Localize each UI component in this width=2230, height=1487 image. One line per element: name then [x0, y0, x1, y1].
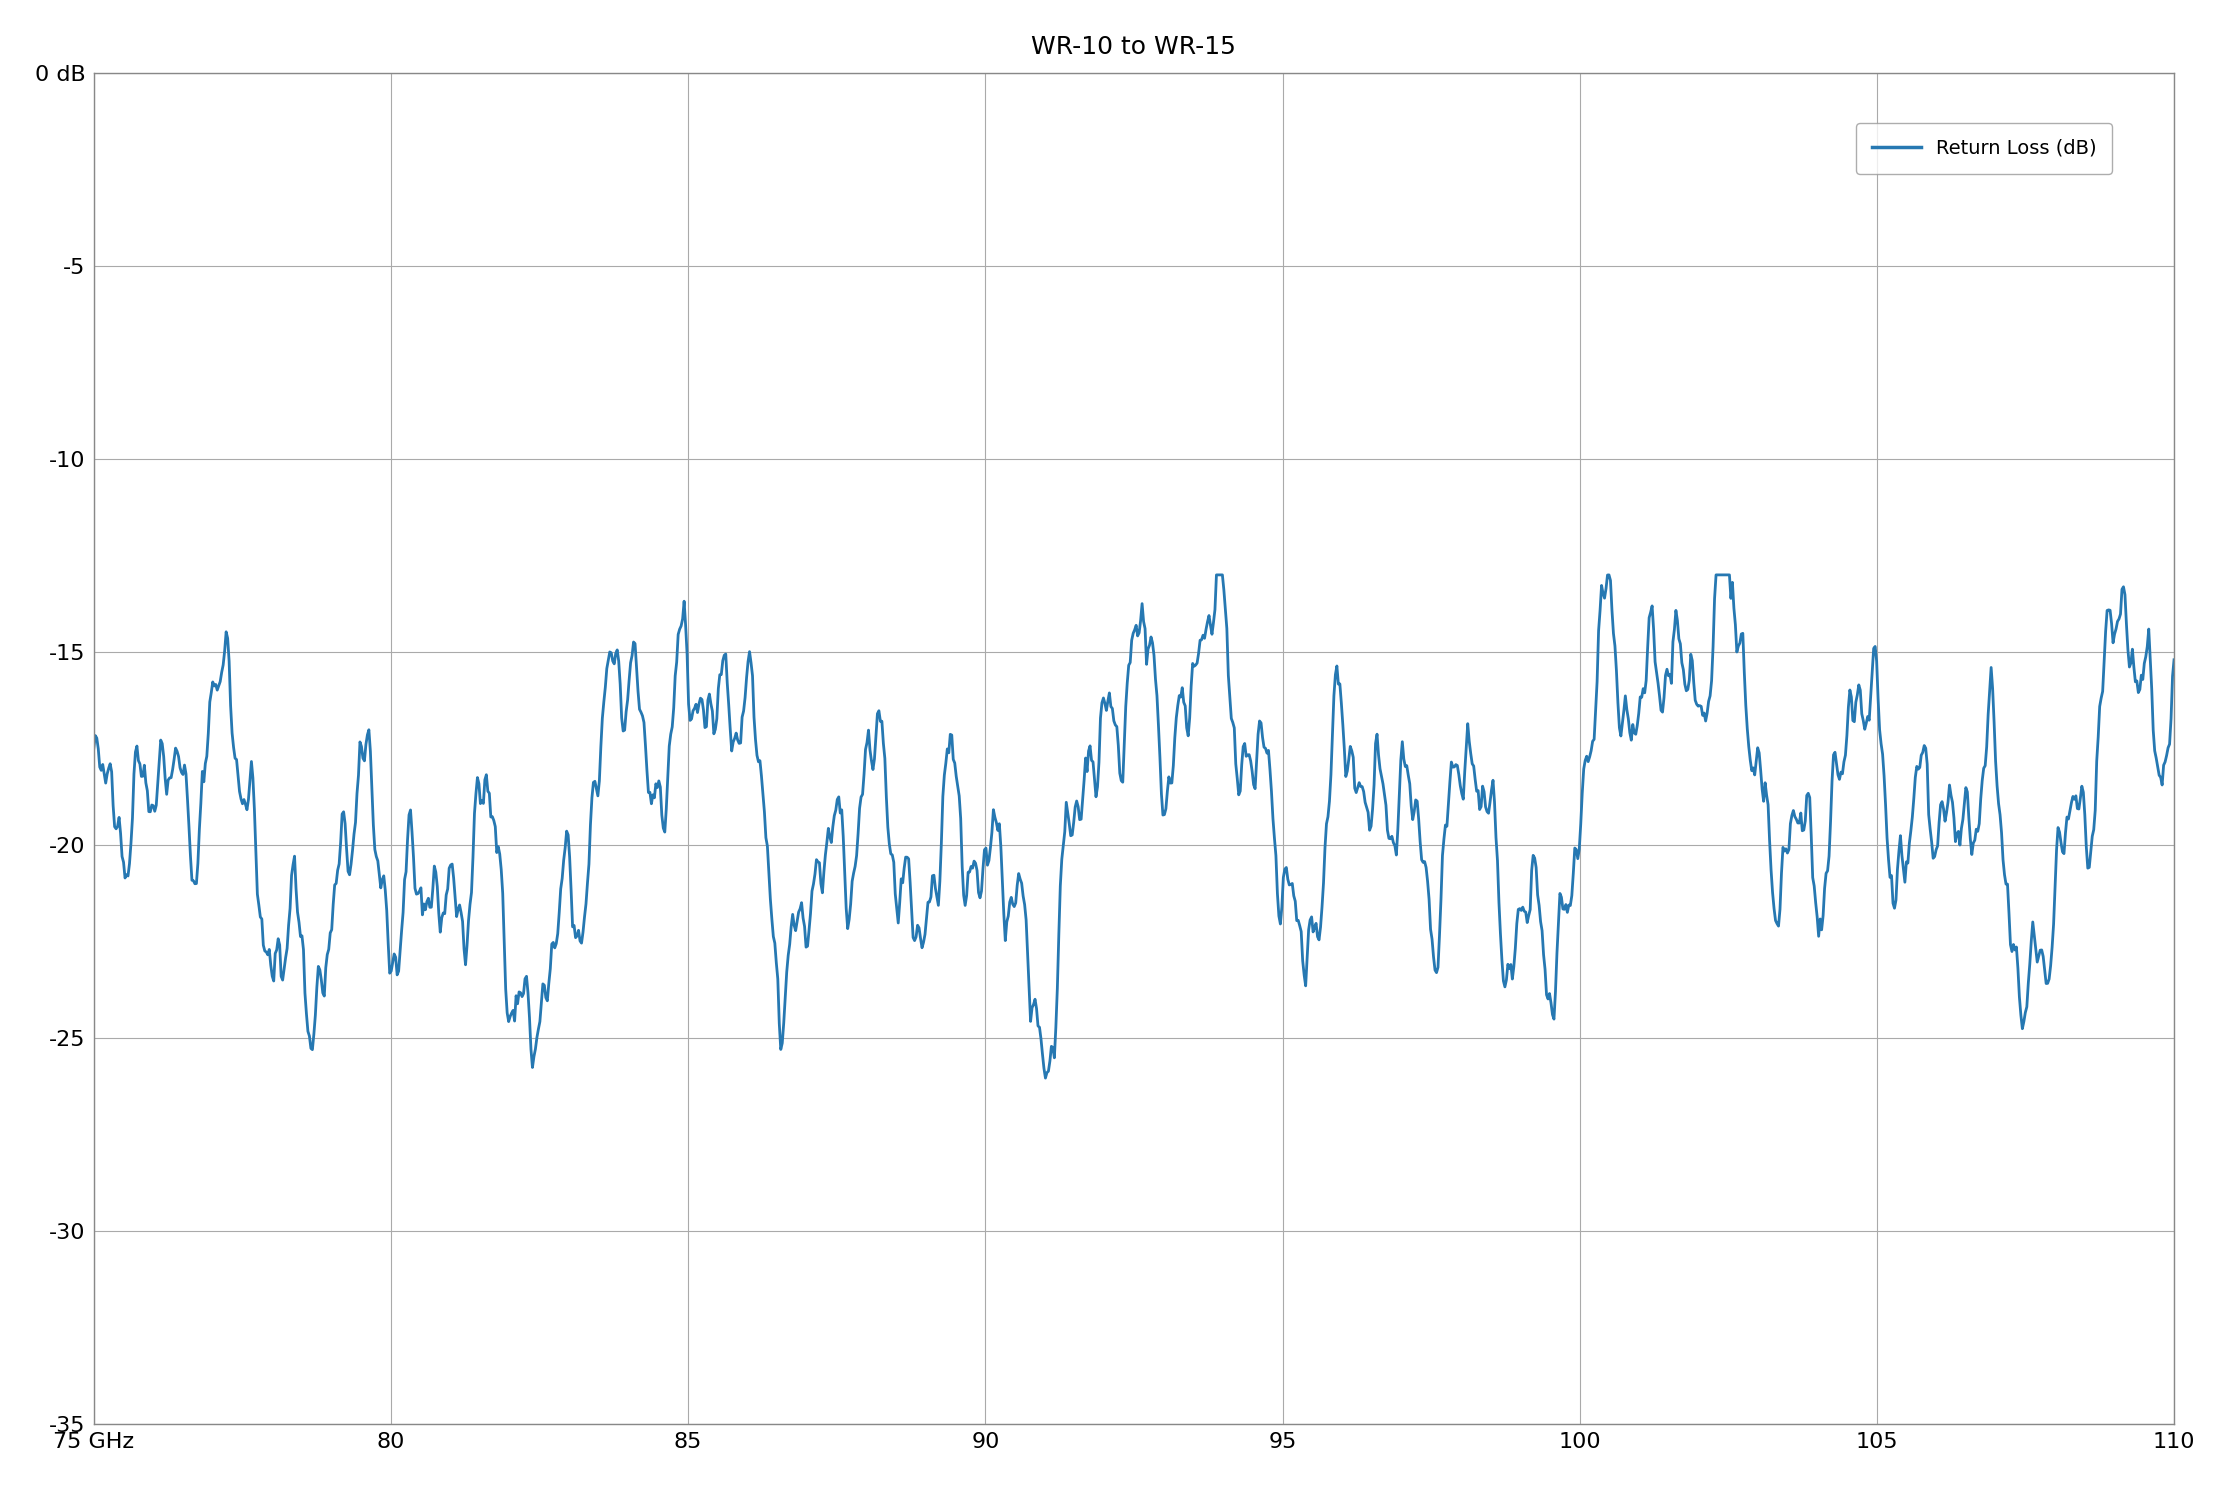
Legend: Return Loss (dB): Return Loss (dB) — [1855, 123, 2112, 174]
Title: WR-10 to WR-15: WR-10 to WR-15 — [1032, 34, 1235, 58]
